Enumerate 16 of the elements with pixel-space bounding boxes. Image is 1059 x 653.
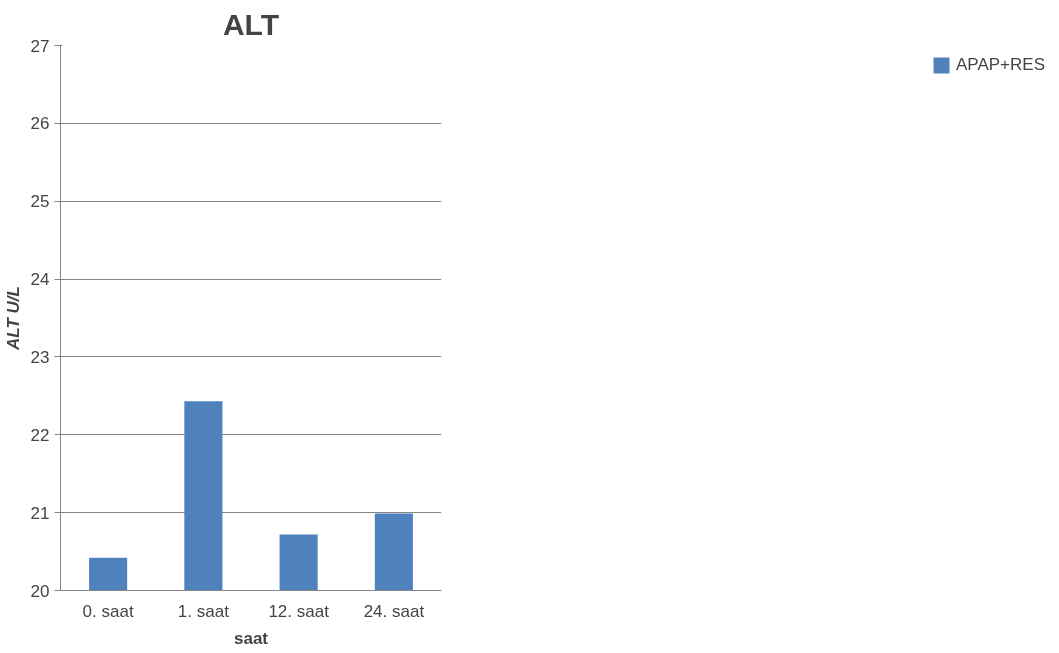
legend-label: APAP+RES xyxy=(956,55,1045,75)
x-tick-label: 24. saat xyxy=(363,601,425,621)
chart-title: ALT xyxy=(222,7,280,41)
x-tick-label: 12. saat xyxy=(268,601,330,621)
y-tick-label: 22 xyxy=(30,425,50,445)
x-axis-title: saat xyxy=(233,628,269,648)
y-tick-label: 23 xyxy=(30,347,50,367)
y-tick-label: 27 xyxy=(30,36,50,56)
x-tick-label: 0. saat xyxy=(82,601,134,621)
y-tick-label: 20 xyxy=(30,581,50,601)
y-tick-label: 25 xyxy=(30,192,50,212)
y-axis-title: ALT U/L xyxy=(3,286,23,351)
x-tick-label: 1. saat xyxy=(177,601,230,621)
y-tick-label: 24 xyxy=(30,270,50,290)
y-tick-label: 21 xyxy=(30,503,50,523)
y-tick-label: 26 xyxy=(30,114,50,134)
